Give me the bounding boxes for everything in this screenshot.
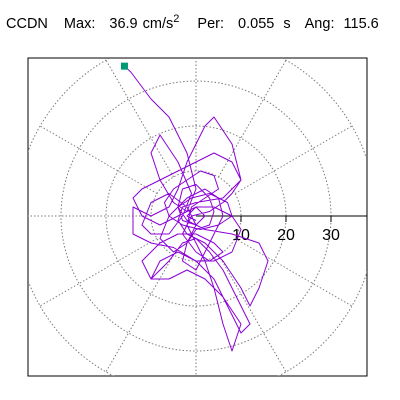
radial-tick-label: 20 — [277, 227, 295, 244]
polar-spoke — [218, 59, 287, 178]
max-unit: cm/s2 — [142, 13, 180, 32]
polar-spoke — [234, 238, 353, 307]
plot-frame — [27, 57, 368, 377]
angle-label: Ang: — [304, 16, 335, 32]
period-unit: s — [283, 16, 291, 32]
radial-tick-label: 30 — [322, 227, 340, 244]
period-value: 0.055 — [238, 16, 275, 32]
particle-motion-trace — [124, 65, 269, 352]
max-label: Max: — [63, 16, 96, 32]
max-value: 36.9 — [109, 16, 138, 32]
header-readout: CCDN Max: 36.9 cm/s2 Per: 0.055 s Ang: 11… — [6, 13, 379, 32]
motion-trace — [124, 65, 269, 352]
max-point-marker — [120, 62, 128, 70]
polar-spoke — [39, 125, 158, 194]
period-label: Per: — [197, 16, 224, 32]
polar-spoke — [105, 59, 174, 178]
max-marker-layer — [120, 62, 128, 70]
max-unit-exponent: 2 — [173, 13, 180, 25]
angle-value: 115.6 — [343, 16, 379, 32]
polar-spoke — [39, 238, 158, 307]
polar-spoke — [218, 254, 287, 373]
station-code: CCDN — [6, 16, 48, 32]
polar-spoke — [234, 125, 353, 194]
polar-spoke — [105, 254, 174, 373]
